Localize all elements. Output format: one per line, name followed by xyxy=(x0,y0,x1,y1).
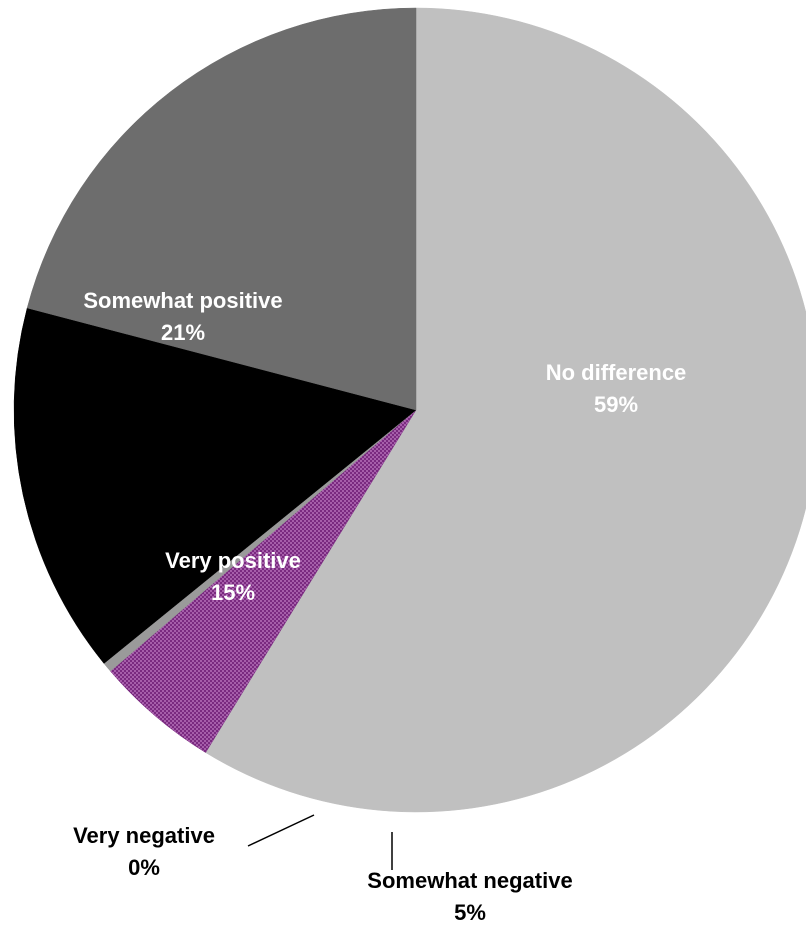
slice-label-name: No difference xyxy=(546,360,687,385)
slice-label-value: 15% xyxy=(211,580,255,605)
slice-label-value: 5% xyxy=(454,900,486,925)
slice-label-value: 0% xyxy=(128,855,160,880)
slice-label-name: Very positive xyxy=(165,548,301,573)
slice-label-somewhat-positive: Somewhat positive 21% xyxy=(83,288,282,345)
slice-label-no-difference: No difference 59% xyxy=(546,360,687,417)
slice-label-very-negative: Very negative 0% xyxy=(73,823,215,880)
slice-label-name: Very negative xyxy=(73,823,215,848)
slice-label-value: 59% xyxy=(594,392,638,417)
slice-label-somewhat-negative: Somewhat negative 5% xyxy=(367,868,572,925)
slice-label-name: Somewhat negative xyxy=(367,868,572,893)
pie-slice-somewhat-positive xyxy=(26,7,417,411)
leader-line xyxy=(247,814,315,847)
slice-label-very-positive: Very positive 15% xyxy=(165,548,301,605)
slice-label-name: Somewhat positive xyxy=(83,288,282,313)
pie-slice-no-difference xyxy=(205,7,806,813)
pie-slice-very-positive xyxy=(13,307,417,664)
slice-label-value: 21% xyxy=(161,320,205,345)
